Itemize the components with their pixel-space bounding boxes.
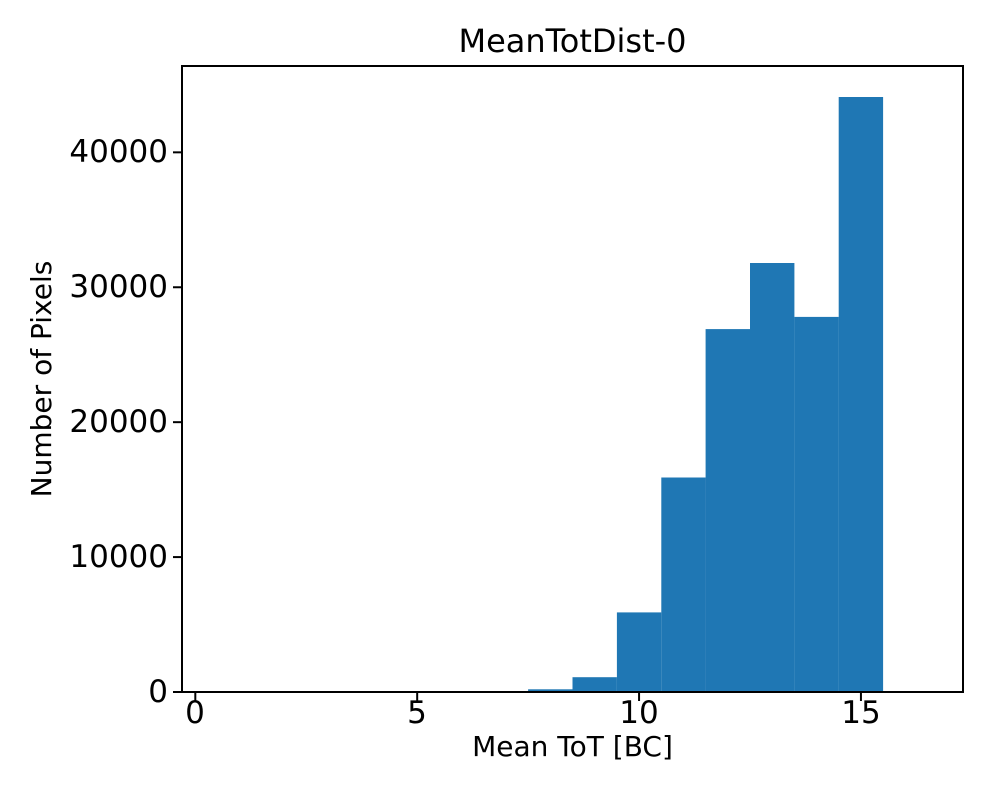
x-axis-label: Mean ToT [BC] bbox=[472, 730, 673, 763]
histogram-bar bbox=[528, 689, 573, 692]
x-tick-label: 0 bbox=[185, 695, 205, 731]
y-tick-label: 40000 bbox=[69, 134, 168, 170]
y-tick-label: 20000 bbox=[69, 404, 168, 440]
histogram-bar bbox=[661, 477, 706, 692]
histogram-bar bbox=[794, 316, 839, 692]
y-tick-label: 0 bbox=[148, 674, 168, 710]
chart-title: MeanTotDist-0 bbox=[458, 22, 687, 60]
x-tick-label: 15 bbox=[841, 695, 881, 731]
axes-frame bbox=[181, 65, 964, 693]
histogram-bar bbox=[705, 329, 750, 692]
histogram-bar bbox=[838, 97, 884, 692]
histogram-bar bbox=[750, 263, 795, 692]
y-tick-label: 30000 bbox=[69, 269, 168, 305]
histogram-bar bbox=[572, 677, 617, 692]
x-tick-label: 10 bbox=[619, 695, 659, 731]
y-tick-label: 10000 bbox=[69, 539, 168, 575]
x-tick-label: 5 bbox=[407, 695, 427, 731]
histogram-bar bbox=[616, 612, 662, 692]
